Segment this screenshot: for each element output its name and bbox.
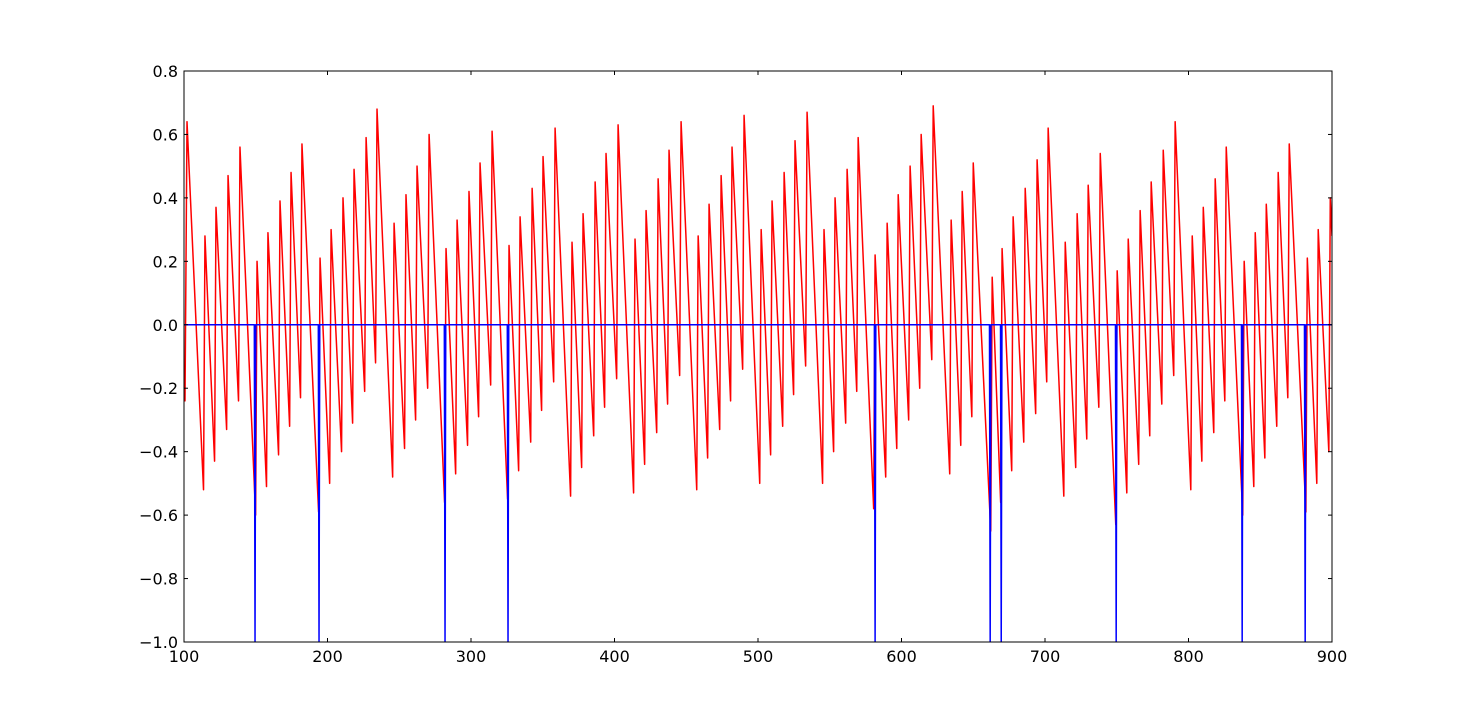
y-tick-label: −0.6: [139, 506, 178, 525]
y-tick-label: 0.0: [153, 316, 178, 335]
x-tick-label: 300: [456, 647, 487, 666]
x-tick-label: 700: [1030, 647, 1061, 666]
x-tick-label: 200: [312, 647, 343, 666]
x-tick-label: 900: [1317, 647, 1348, 666]
x-tick-label: 600: [886, 647, 917, 666]
y-tick-label: −1.0: [139, 633, 178, 652]
y-tick-label: −0.4: [139, 443, 178, 462]
plot-lines: [184, 105, 1332, 642]
x-tick-label: 400: [599, 647, 630, 666]
y-tick-label: 0.4: [153, 189, 178, 208]
data-line: [184, 105, 1332, 532]
x-tick-label: 500: [743, 647, 774, 666]
y-tick-label: 0.6: [153, 125, 178, 144]
data-line: [184, 324, 1332, 642]
y-tick-label: −0.8: [139, 570, 178, 589]
y-tick-label: 0.8: [153, 62, 178, 81]
x-tick-label: 800: [1173, 647, 1204, 666]
x-tick-label: 100: [169, 647, 200, 666]
y-tick-label: −0.2: [139, 379, 178, 398]
y-tick-label: 0.2: [153, 252, 178, 271]
